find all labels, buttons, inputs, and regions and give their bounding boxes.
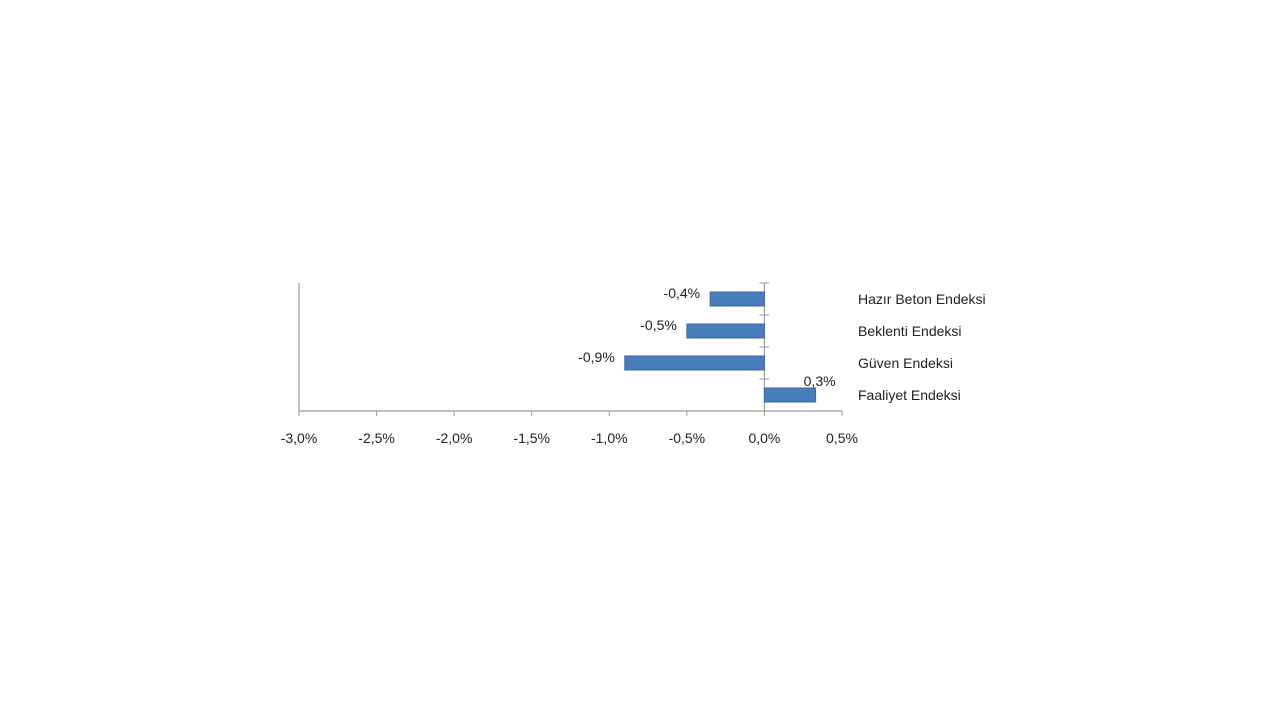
bar	[763, 387, 817, 403]
data-label: -0,4%	[664, 285, 701, 301]
bars	[624, 291, 817, 403]
category-label: Beklenti Endeksi	[858, 323, 962, 339]
x-tick-label: -2,5%	[358, 430, 395, 446]
bar	[686, 323, 765, 339]
x-tick-label: 0,0%	[748, 430, 780, 446]
bar	[709, 291, 765, 307]
category-label: Hazır Beton Endeksi	[858, 291, 986, 307]
data-label: 0,3%	[804, 373, 836, 389]
x-tick-label: -2,0%	[436, 430, 473, 446]
category-label: Güven Endeksi	[858, 355, 953, 371]
x-tick-label: -3,0%	[281, 430, 318, 446]
data-label: -0,9%	[578, 349, 615, 365]
x-tick-label: 0,5%	[826, 430, 858, 446]
bar	[624, 355, 765, 371]
x-tick-label: -1,0%	[591, 430, 628, 446]
x-tick-label: -1,5%	[513, 430, 550, 446]
data-label: -0,5%	[640, 317, 677, 333]
category-label: Faaliyet Endeksi	[858, 387, 961, 403]
x-tick-label: -0,5%	[669, 430, 706, 446]
labels: -3,0% -2,5% -2,0% -1,5% -1,0% -0,5% 0,0% 0,5% -0…	[281, 285, 986, 446]
